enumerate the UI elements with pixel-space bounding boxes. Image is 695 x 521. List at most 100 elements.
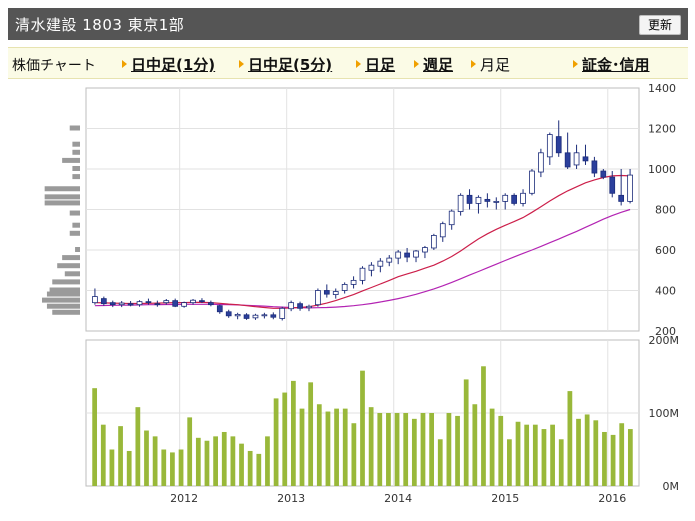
volume-bar	[532, 424, 538, 486]
price-tick-label: 1400	[648, 82, 676, 95]
volume-bar	[195, 437, 201, 486]
volume-bar	[351, 423, 357, 486]
volume-bar	[593, 420, 599, 486]
volume-bar	[299, 408, 305, 486]
stock-title: 清水建設 1803 東京1部	[15, 16, 185, 34]
candle-body	[618, 194, 625, 202]
volume-bar	[360, 370, 365, 486]
tab-daily[interactable]: 日足	[356, 54, 395, 75]
profile-bar	[72, 166, 80, 171]
volume-bar	[273, 398, 279, 486]
candle-body	[439, 223, 446, 238]
volume-bar	[455, 415, 460, 486]
volume-bar	[342, 408, 348, 486]
volume-bar	[247, 450, 253, 486]
candle-body	[546, 134, 553, 158]
profile-bar	[62, 157, 80, 163]
candle-body	[404, 252, 410, 258]
profile-bar	[69, 210, 80, 216]
candle-body	[350, 279, 357, 285]
candle-body	[466, 194, 473, 204]
candle-body	[279, 307, 286, 319]
volume-bar	[308, 382, 314, 486]
chart-period-tabs: 株価チャート 日中足(1分) 日中足(5分) 日足 週足 月足 証金･信用	[8, 47, 688, 79]
candle-body	[225, 311, 232, 317]
volume-bar	[541, 429, 547, 486]
volume-bar	[602, 431, 607, 486]
tab-monthly[interactable]: 月足	[471, 54, 510, 75]
candle-body	[600, 170, 607, 178]
profile-bar	[62, 255, 80, 261]
candle-body	[395, 251, 402, 259]
candle-body	[413, 250, 419, 258]
candle-body	[511, 194, 517, 204]
profile-bar	[72, 149, 80, 155]
arrow-right-icon	[122, 60, 127, 68]
candle-body	[208, 302, 214, 306]
candle-body	[368, 264, 375, 271]
volume-bars	[92, 366, 633, 486]
candle-body	[627, 174, 633, 202]
tab-intraday-5min[interactable]: 日中足(5分)	[239, 54, 332, 75]
candle-body	[145, 301, 152, 304]
candle-body	[591, 160, 598, 174]
volume-bar	[221, 431, 227, 486]
candle-body	[448, 210, 455, 226]
title-bar: 清水建設 1803 東京1部 更新	[8, 8, 688, 40]
x-tick-label: 2012	[170, 492, 198, 505]
candle-body	[154, 303, 161, 306]
profile-bar	[72, 141, 80, 147]
candle-body	[484, 198, 491, 202]
arrow-right-icon	[471, 60, 476, 68]
candle-body	[118, 302, 125, 306]
volume-tick-label: 0M	[663, 480, 680, 493]
tab-margin-credit[interactable]: 証金･信用	[573, 54, 650, 75]
candle-body	[234, 313, 241, 317]
volume-bar	[610, 434, 616, 486]
candle-body	[252, 314, 259, 319]
price-tick-label: 1000	[648, 163, 676, 176]
refresh-button[interactable]: 更新	[639, 15, 681, 35]
price-axis: 1400 1200 1000 800 600 400 200	[648, 82, 676, 338]
candle-body	[100, 298, 107, 305]
volume-bar	[204, 440, 210, 486]
candle-body	[457, 194, 464, 212]
arrow-right-icon	[356, 60, 361, 68]
volume-bar	[126, 450, 132, 486]
candle-body	[582, 156, 589, 162]
candle-body	[377, 260, 384, 267]
volume-bar	[558, 439, 564, 486]
profile-bar	[46, 291, 80, 297]
price-tick-label: 200	[655, 325, 676, 338]
arrow-right-icon	[239, 60, 244, 68]
profile-bar	[72, 222, 80, 228]
candle-body	[502, 194, 509, 202]
volume-bar	[420, 413, 426, 486]
volume-bar	[178, 449, 184, 486]
volume-bar	[256, 453, 262, 486]
volume-axis: 200M 100M 0M	[649, 334, 680, 493]
volume-bar	[144, 430, 149, 486]
volume-bar	[481, 366, 486, 486]
candle-body	[422, 247, 428, 253]
volume-tick-label: 100M	[649, 407, 680, 420]
tab-intraday-1min[interactable]: 日中足(1分)	[122, 54, 215, 75]
volume-bar	[152, 436, 158, 486]
price-panel: 1400 1200 1000 800 600 400 200	[42, 82, 676, 338]
candlesticks	[92, 120, 633, 321]
candle-body	[538, 152, 544, 173]
candle-body	[190, 299, 196, 304]
volume-bar	[135, 407, 141, 486]
tab-weekly[interactable]: 週足	[414, 54, 453, 75]
candle-body	[315, 290, 321, 306]
volume-bar	[170, 452, 175, 486]
candle-body	[564, 152, 571, 168]
volume-bar	[627, 429, 633, 486]
candle-body	[609, 176, 616, 194]
volume-bar	[187, 417, 193, 486]
x-tick-label: 2016	[598, 492, 626, 505]
profile-bar	[72, 174, 80, 180]
candle-body	[216, 305, 223, 313]
volume-panel: 200M 100M 0M 2012 2013 2014 2015 2016	[85, 334, 680, 505]
volume-bar	[213, 436, 218, 486]
